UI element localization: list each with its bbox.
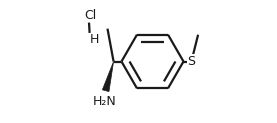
Text: Cl: Cl (84, 9, 97, 22)
Text: H: H (90, 33, 99, 46)
Text: H₂N: H₂N (93, 95, 116, 108)
Text: S: S (188, 55, 195, 68)
Polygon shape (102, 62, 114, 92)
